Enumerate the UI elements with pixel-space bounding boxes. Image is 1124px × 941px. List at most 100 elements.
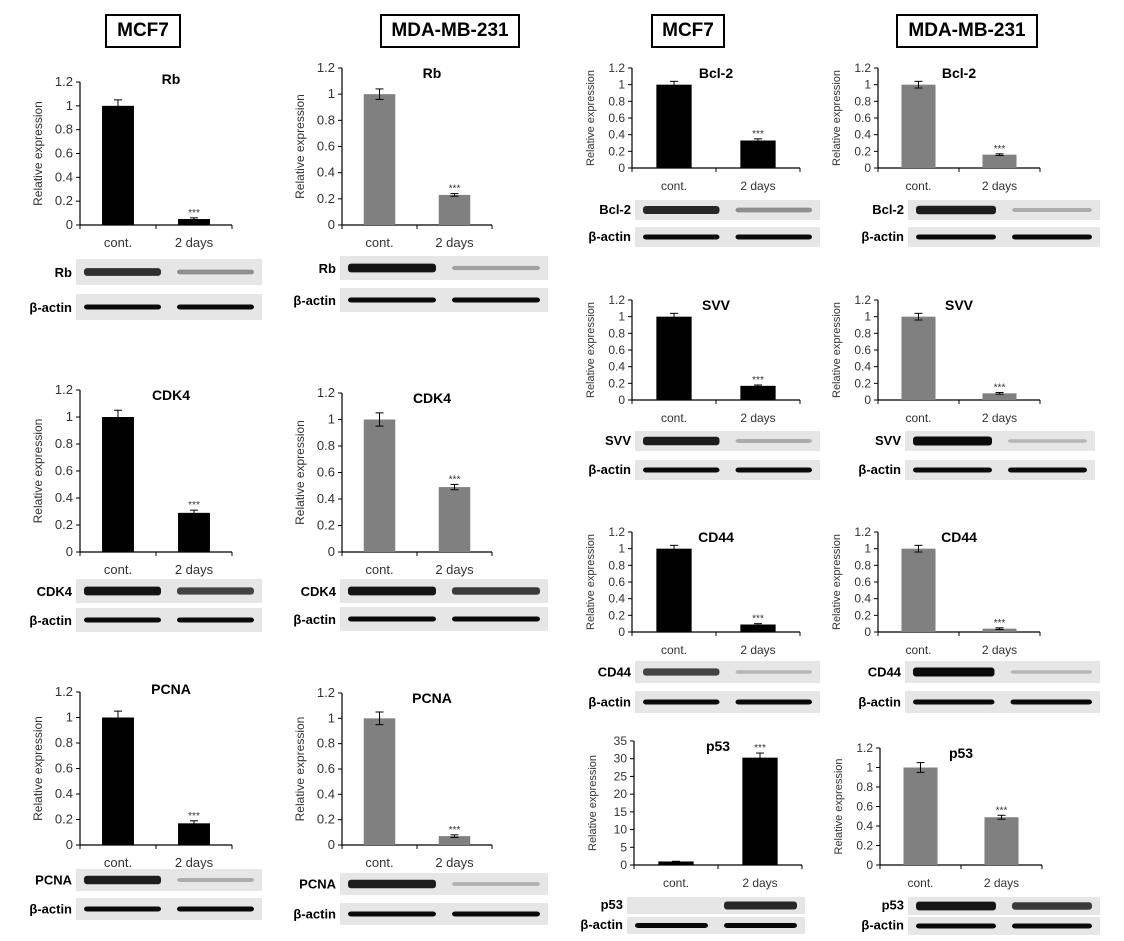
y-tick-label: 0.2	[854, 608, 871, 622]
significance-marker: ***	[188, 208, 200, 219]
y-tick-label: 1.2	[317, 385, 335, 400]
blot-band	[724, 901, 797, 910]
y-tick-label: 0.4	[55, 786, 73, 801]
blot-strip	[635, 661, 820, 683]
y-tick-label: 0.6	[55, 146, 73, 161]
loading-control-label: β-actin	[861, 229, 904, 244]
blot-strip	[340, 903, 548, 925]
blot-band	[735, 234, 812, 240]
blot-band	[1012, 234, 1092, 240]
y-axis-label: Relative expression	[833, 759, 845, 855]
y-tick-label: 0.8	[55, 122, 73, 137]
significance-marker: ***	[994, 618, 1006, 629]
blot-label: p53	[601, 897, 623, 912]
x-tick-label: 2 days	[435, 855, 474, 870]
y-tick-label: 1.2	[608, 61, 625, 75]
x-tick-label: cont.	[365, 855, 393, 870]
y-tick-label: 1	[66, 409, 73, 424]
y-tick-label: 1	[864, 310, 871, 324]
chart-title: Bcl-2	[699, 65, 733, 81]
y-tick-label: 1.2	[317, 685, 335, 700]
y-tick-label: 0.4	[856, 819, 873, 833]
y-tick-label: 0.8	[55, 735, 73, 750]
bar-cont	[901, 316, 936, 400]
loading-control-label: β-actin	[858, 694, 901, 709]
y-tick-label: 0.8	[856, 780, 873, 794]
loading-control-label: β-actin	[293, 293, 336, 308]
y-tick-label: 25	[614, 769, 628, 783]
x-tick-label: cont.	[104, 562, 132, 577]
y-tick-label: 0.2	[55, 193, 73, 208]
y-tick-label: 0	[864, 161, 871, 175]
y-tick-label: 0.6	[55, 463, 73, 478]
blot-label: SVV	[875, 433, 901, 448]
significance-marker: ***	[752, 375, 764, 386]
blot-strip	[905, 691, 1100, 713]
y-tick-label: 0	[328, 217, 335, 232]
bar-2days	[982, 628, 1017, 632]
chart-title: CDK4	[413, 390, 451, 406]
blot-band	[735, 439, 812, 443]
panel-mcf7-bcl-2: 0 0.2 0.4 0.6 0.8 1 1.2 Relative expression Bcl-…	[585, 61, 820, 247]
chart-title: Bcl-2	[942, 65, 976, 81]
panel-mda-mb-231-pcna: 0 0.2 0.4 0.6 0.8 1 1.2 Relative expression PCNA…	[293, 685, 548, 925]
bar-cont	[363, 718, 396, 845]
blot-band	[1010, 670, 1092, 674]
significance-marker: ***	[449, 184, 461, 195]
x-tick-label: 2 days	[984, 876, 1019, 890]
blot-label: SVV	[605, 433, 631, 448]
header-mda-left: MDA-MB-231	[380, 14, 520, 48]
y-tick-label: 0.4	[317, 786, 335, 801]
panel-mda-mb-231-rb: 0 0.2 0.4 0.6 0.8 1 1.2 Relative expression Rb co…	[293, 60, 548, 312]
blot-band	[348, 616, 436, 622]
blot-strip	[76, 898, 262, 920]
y-tick-label: 0	[618, 393, 625, 407]
significance-marker: ***	[754, 743, 766, 754]
x-tick-label: 2 days	[742, 876, 777, 890]
blot-band	[348, 911, 436, 917]
significance-marker: ***	[449, 825, 461, 836]
y-tick-label: 0.6	[608, 111, 625, 125]
blot-label: CD44	[598, 664, 632, 679]
x-tick-label: 2 days	[175, 235, 214, 250]
y-tick-label: 1.2	[854, 293, 871, 307]
y-tick-label: 1.2	[55, 74, 73, 89]
y-tick-label: 0.4	[608, 128, 625, 142]
blot-band	[643, 467, 720, 473]
loading-control-label: β-actin	[861, 918, 904, 933]
y-tick-label: 15	[614, 805, 628, 819]
header-mcf7-left: MCF7	[105, 14, 181, 48]
blot-band	[735, 207, 812, 213]
bar-2days	[178, 823, 210, 845]
blot-band	[84, 875, 161, 885]
y-tick-label: 1	[618, 310, 625, 324]
significance-marker: ***	[996, 805, 1008, 816]
bar-cont	[903, 767, 938, 865]
bar-cont	[363, 94, 396, 226]
y-axis-label: Relative expression	[585, 302, 597, 398]
x-tick-label: 2 days	[435, 562, 474, 577]
x-tick-label: 2 days	[740, 179, 775, 193]
y-tick-label: 1.2	[608, 525, 625, 539]
y-tick-label: 0.8	[854, 326, 871, 340]
blot-band	[916, 205, 996, 215]
x-tick-label: cont.	[905, 411, 931, 425]
blot-band	[84, 906, 161, 912]
blot-band	[452, 616, 540, 622]
y-tick-label: 0.2	[854, 376, 871, 390]
blot-label: Bcl-2	[599, 202, 631, 217]
blot-band	[724, 923, 797, 928]
x-tick-label: cont.	[907, 876, 933, 890]
blot-strip	[627, 897, 805, 914]
y-tick-label: 1	[618, 542, 625, 556]
chart-title: PCNA	[151, 681, 191, 697]
loading-control-label: β-actin	[29, 613, 72, 628]
significance-marker: ***	[994, 144, 1006, 155]
blot-band	[643, 699, 720, 705]
y-tick-label: 0.2	[608, 608, 625, 622]
bar-2days	[740, 624, 776, 632]
loading-control-label: β-actin	[588, 462, 631, 477]
blot-band	[635, 923, 708, 928]
y-tick-label: 0	[328, 837, 335, 852]
loading-control-label: β-actin	[293, 906, 336, 921]
